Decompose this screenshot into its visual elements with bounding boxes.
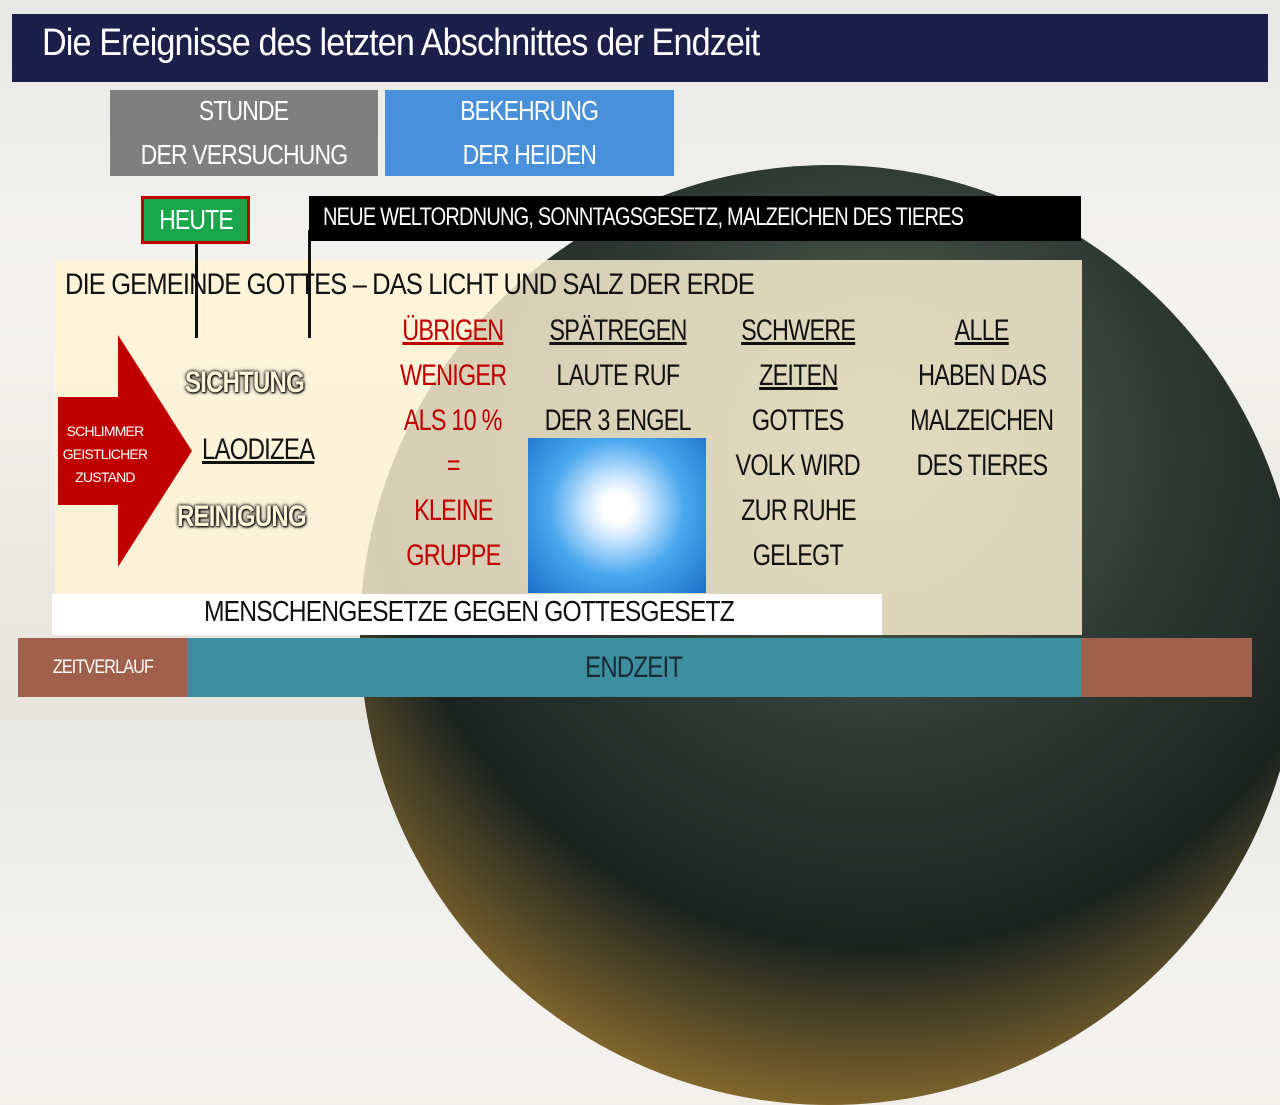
column-line: ALLE: [954, 314, 1010, 347]
law-bar: MENSCHENGESETZE GEGEN GOTTESGESETZ: [52, 594, 882, 635]
arrow-line: ZUSTAND: [75, 469, 135, 485]
column-line: ALS 10 %: [404, 404, 503, 437]
column-line: DES TIERES: [916, 449, 1049, 482]
event-bar-text: NEUE WELTORDNUNG, SONNTAGSGESETZ, MALZEI…: [323, 203, 964, 231]
panel-heading-text: DIE GEMEINDE GOTTES – DAS LICHT UND SALZ…: [65, 268, 755, 301]
column-line: SPÄTREGEN: [549, 314, 687, 347]
uebrigen-column: ÜBRIGEN WENIGER ALS 10 % = KLEINE GRUPPE: [388, 308, 518, 578]
column-line: SCHWERE: [740, 314, 856, 347]
zeitverlauf-text: ZEITVERLAUF: [52, 657, 153, 678]
arrow-line: SCHLIMMER: [66, 423, 145, 439]
arrow-line: GEISTLICHER: [62, 446, 148, 462]
zeitverlauf-label: ZEITVERLAUF: [18, 638, 187, 697]
schwere-zeiten-column: SCHWERE ZEITEN GOTTES VOLK WIRD ZUR RUHE…: [722, 308, 874, 578]
column-line: VOLK WIRD: [735, 449, 861, 482]
arrow-icon: [58, 335, 192, 567]
column-line: ZUR RUHE: [740, 494, 856, 527]
bekehrung-line: DER HEIDEN: [462, 139, 597, 170]
event-marker-line: [308, 230, 311, 338]
column-line: HABEN DAS: [917, 359, 1047, 392]
sichtung-label: SICHTUNG: [185, 366, 305, 399]
column-line: =: [446, 449, 461, 482]
column-line: LAUTE RUF: [556, 359, 681, 392]
spaetregen-column: SPÄTREGEN LAUTE RUF DER 3 ENGEL: [532, 308, 704, 443]
column-line: GOTTES: [752, 404, 844, 437]
column-line: DER 3 ENGEL: [544, 404, 692, 437]
column-line: GELEGT: [752, 539, 844, 572]
laodizea-label: LAODIZEA: [202, 433, 315, 466]
reinigung-label: REINIGUNG: [177, 500, 307, 533]
column-line: GRUPPE: [405, 539, 501, 572]
column-line: MALZEICHEN: [910, 404, 1054, 437]
alle-column: ALLE HABEN DAS MALZEICHEN DES TIERES: [892, 308, 1072, 488]
slide-title: Die Ereignisse des letzten Abschnittes d…: [12, 14, 1268, 82]
versuchung-line: DER VERSUCHUNG: [140, 139, 348, 170]
slide-title-text: Die Ereignisse des letzten Abschnittes d…: [42, 22, 760, 64]
heute-label: HEUTE: [141, 196, 250, 244]
bekehrung-box: BEKEHRUNG DER HEIDEN: [385, 90, 674, 176]
endzeit-text: ENDZEIT: [585, 651, 683, 684]
column-line: WENIGER: [399, 359, 507, 392]
law-bar-text: MENSCHENGESETZE GEGEN GOTTESGESETZ: [204, 596, 735, 628]
heute-text: HEUTE: [158, 204, 234, 235]
arrow-text: SCHLIMMER GEISTLICHER ZUSTAND: [60, 420, 150, 489]
endzeit-segment: ENDZEIT: [187, 638, 1081, 697]
event-bar: NEUE WELTORDNUNG, SONNTAGSGESETZ, MALZEI…: [309, 196, 1081, 241]
panel-heading: DIE GEMEINDE GOTTES – DAS LICHT UND SALZ…: [65, 268, 876, 302]
column-line: ZEITEN: [758, 359, 838, 392]
heute-marker-line: [195, 244, 198, 338]
versuchung-line: STUNDE: [199, 95, 289, 126]
column-line: ÜBRIGEN: [402, 314, 504, 347]
versuchung-box: STUNDE DER VERSUCHUNG: [110, 90, 378, 176]
bekehrung-line: BEKEHRUNG: [460, 95, 599, 126]
light-image: [528, 438, 706, 593]
column-line: KLEINE: [413, 494, 493, 527]
